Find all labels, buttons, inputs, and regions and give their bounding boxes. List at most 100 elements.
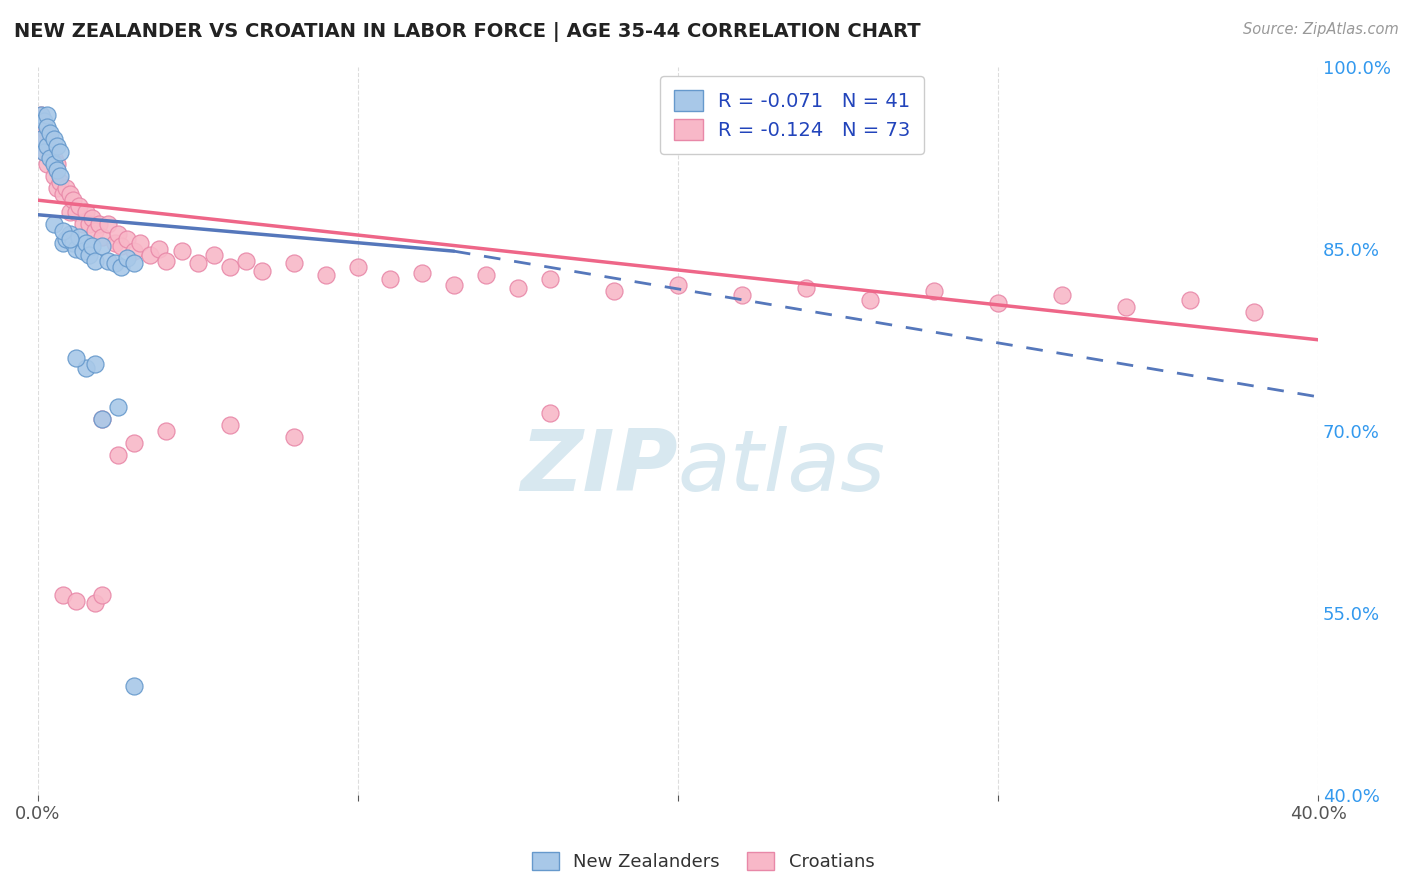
Point [90, 229, 112, 244]
Point [87, 218, 110, 232]
Point [475, 268, 498, 283]
Point [538, 272, 561, 286]
Point [52, 588, 75, 602]
Point [77, 218, 100, 232]
Point [666, 278, 689, 293]
Point [42, 151, 65, 165]
Point [37, 127, 59, 141]
Point [32, 145, 55, 159]
Point [97, 253, 120, 268]
Point [187, 256, 209, 270]
Point [65, 205, 87, 219]
Point [62, 235, 84, 250]
Point [90, 411, 112, 425]
Point [731, 288, 754, 302]
Point [90, 411, 112, 425]
Text: NEW ZEALANDER VS CROATIAN IN LABOR FORCE | AGE 35-44 CORRELATION CHART: NEW ZEALANDER VS CROATIAN IN LABOR FORCE… [14, 22, 921, 42]
Point [39, 138, 62, 153]
Point [155, 253, 177, 268]
Point [170, 244, 193, 259]
Point [90, 239, 112, 253]
Point [82, 211, 104, 226]
Point [1115, 300, 1137, 314]
Point [67, 199, 90, 213]
Point [75, 235, 97, 250]
Point [59, 232, 82, 246]
Point [603, 284, 626, 298]
Point [42, 169, 65, 183]
Point [45, 162, 67, 177]
Point [122, 679, 145, 693]
Point [103, 256, 125, 270]
Point [107, 448, 129, 462]
Point [218, 260, 240, 274]
Point [506, 280, 529, 294]
Point [90, 588, 112, 602]
Point [110, 239, 132, 253]
Point [75, 205, 97, 219]
Point [32, 120, 55, 135]
Point [39, 151, 62, 165]
Point [315, 268, 337, 283]
Point [202, 248, 225, 262]
Point [538, 406, 561, 420]
Point [117, 232, 139, 246]
Point [235, 253, 257, 268]
Point [49, 169, 72, 183]
Point [122, 244, 145, 259]
Point [859, 293, 882, 307]
Point [794, 280, 817, 294]
Point [107, 400, 129, 414]
Point [107, 227, 129, 241]
Point [138, 248, 160, 262]
Point [103, 235, 125, 250]
Point [37, 120, 59, 135]
Point [30, 108, 52, 122]
Text: atlas: atlas [678, 425, 886, 508]
Point [1243, 305, 1265, 319]
Point [250, 263, 273, 277]
Text: Source: ZipAtlas.com: Source: ZipAtlas.com [1243, 22, 1399, 37]
Point [346, 260, 368, 274]
Point [59, 205, 82, 219]
Point [62, 193, 84, 207]
Point [218, 417, 240, 432]
Point [411, 266, 433, 280]
Point [65, 242, 87, 256]
Point [922, 284, 945, 298]
Point [42, 132, 65, 146]
Point [1178, 293, 1201, 307]
Point [110, 260, 132, 274]
Point [49, 145, 72, 159]
Point [283, 430, 305, 444]
Point [45, 157, 67, 171]
Point [59, 227, 82, 241]
Point [117, 252, 139, 266]
Point [155, 424, 177, 438]
Point [65, 351, 87, 365]
Point [32, 114, 55, 128]
Point [55, 181, 77, 195]
Point [987, 296, 1010, 310]
Point [82, 239, 104, 253]
Point [77, 248, 100, 262]
Point [55, 232, 77, 246]
Point [443, 278, 465, 293]
Point [52, 223, 75, 237]
Point [72, 218, 94, 232]
Point [52, 235, 75, 250]
Point [122, 256, 145, 270]
Point [378, 272, 401, 286]
Point [49, 175, 72, 189]
Legend: R = -0.071   N = 41, R = -0.124   N = 73: R = -0.071 N = 41, R = -0.124 N = 73 [659, 77, 924, 153]
Point [122, 436, 145, 450]
Point [37, 108, 59, 122]
Point [30, 108, 52, 122]
Point [65, 594, 87, 608]
Point [42, 157, 65, 171]
Point [37, 138, 59, 153]
Legend: New Zealanders, Croatians: New Zealanders, Croatians [524, 845, 882, 879]
Text: ZIP: ZIP [520, 425, 678, 508]
Point [72, 244, 94, 259]
Point [1050, 288, 1073, 302]
